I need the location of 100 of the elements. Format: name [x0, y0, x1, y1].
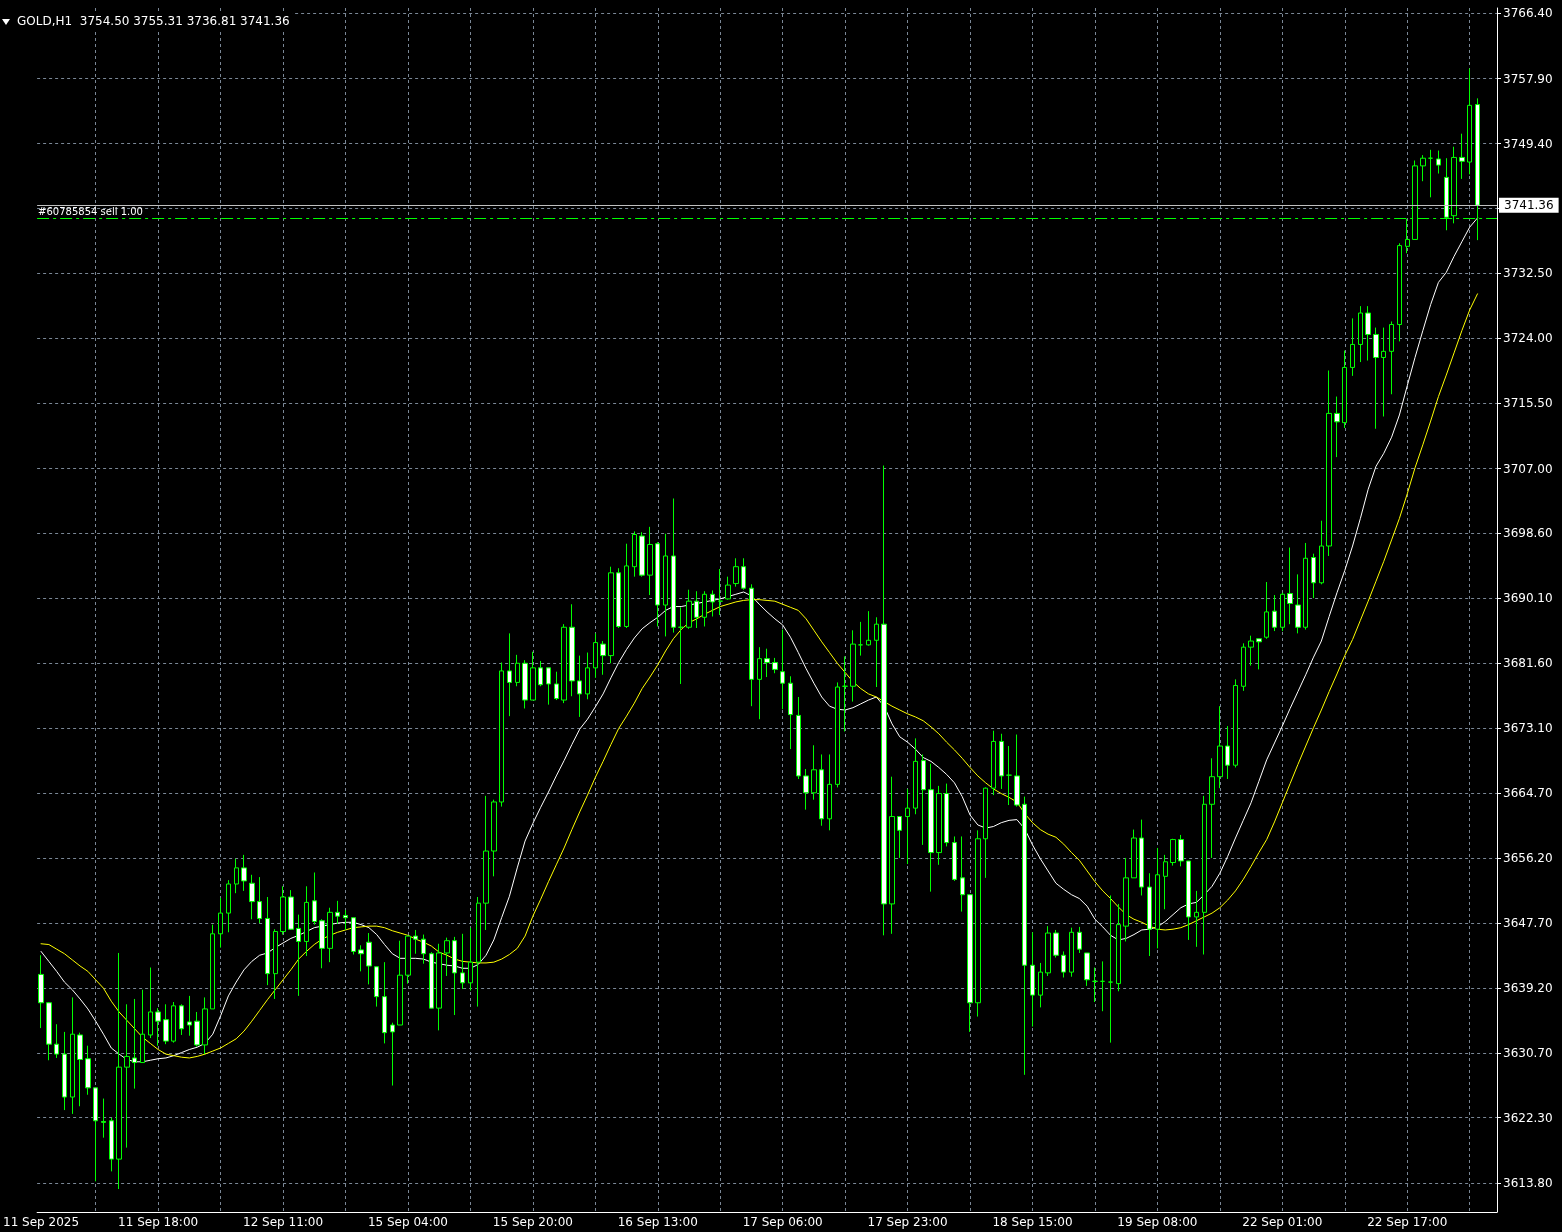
candlestick — [452, 936, 457, 1016]
candlestick — [1248, 635, 1254, 667]
candlestick — [1326, 370, 1332, 557]
y-tick-label: 3656.20 — [1503, 850, 1553, 865]
candlestick — [741, 557, 746, 591]
candlestick — [874, 616, 879, 688]
candlestick — [577, 655, 582, 718]
candlestick — [702, 590, 707, 627]
candlestick — [725, 576, 731, 601]
candlestick — [1381, 327, 1386, 417]
candlestick — [975, 829, 981, 1018]
candlestick — [1256, 638, 1262, 670]
candlestick — [913, 737, 918, 815]
candlestick — [647, 526, 653, 596]
candlestick — [749, 583, 754, 707]
candlestick — [491, 799, 497, 877]
candlestick — [1014, 734, 1020, 808]
candlestick — [436, 943, 442, 1031]
y-tick-label: 3622.30 — [1503, 1110, 1553, 1125]
y-tick-label: 3724.00 — [1503, 331, 1553, 346]
candlestick — [1373, 327, 1379, 430]
candlestick — [304, 885, 309, 957]
candlestick — [93, 1087, 98, 1182]
candlestick — [140, 989, 145, 1064]
candlestick — [881, 465, 887, 936]
candlestick — [257, 876, 262, 924]
candlestick — [202, 996, 208, 1055]
candlestick — [335, 900, 340, 925]
candlestick — [1436, 150, 1441, 175]
candlestick — [1092, 967, 1098, 1003]
candlestick — [1209, 757, 1215, 859]
candlestick — [710, 589, 715, 618]
candlestick — [1295, 573, 1301, 634]
candlestick — [1287, 547, 1293, 625]
candlestick — [280, 885, 286, 936]
candlestick — [1178, 834, 1184, 867]
candlestick — [109, 1117, 114, 1172]
candlestick — [928, 763, 934, 893]
candlestick — [312, 871, 317, 926]
candlestick — [366, 932, 372, 985]
candlestick — [678, 606, 684, 685]
candlestick — [226, 879, 231, 933]
candlestick — [538, 660, 543, 687]
x-tick-label: 17 Sep 06:00 — [742, 1215, 823, 1229]
y-tick-label: 3673.10 — [1503, 721, 1553, 736]
y-tick-label: 3613.80 — [1503, 1175, 1553, 1190]
x-tick-label: 22 Sep 17:00 — [1367, 1215, 1448, 1229]
candlestick — [397, 940, 403, 1026]
candlestick — [780, 629, 785, 710]
candlestick — [858, 621, 863, 657]
candlestick — [413, 929, 418, 955]
candlestick — [835, 681, 840, 788]
candlestick — [967, 894, 973, 1033]
candlestick — [600, 640, 606, 676]
candlestick — [1069, 927, 1074, 978]
candlestick — [686, 589, 692, 630]
candlestick — [210, 924, 215, 1010]
y-tick-label: 3681.60 — [1503, 656, 1553, 671]
candlestick — [616, 567, 621, 629]
candlestick — [1350, 317, 1355, 377]
candlestick — [1038, 962, 1043, 1008]
candlestick — [983, 786, 988, 879]
candlestick — [179, 1003, 184, 1036]
candlestick — [483, 795, 489, 931]
candlestick — [1467, 68, 1472, 175]
candlestick — [390, 1022, 395, 1087]
candlestick — [921, 753, 926, 846]
candlestick — [788, 675, 793, 750]
candlestick — [1084, 952, 1090, 987]
candlestick — [148, 967, 153, 1039]
x-tick-label: 16 Sep 13:00 — [617, 1215, 698, 1229]
y-tick-label: 3749.40 — [1503, 136, 1553, 151]
candlestick — [1116, 903, 1121, 992]
candlestick — [1272, 594, 1277, 632]
candlestick — [1264, 581, 1269, 640]
candlestick — [522, 659, 528, 709]
candlestick — [1186, 860, 1191, 941]
candlestick — [124, 1003, 130, 1149]
candlestick — [897, 816, 902, 859]
y-tick-label: 3707.00 — [1503, 461, 1553, 476]
candlestick — [1319, 520, 1324, 585]
y-tick-label: 3715.50 — [1503, 396, 1553, 411]
candlestick — [655, 541, 660, 627]
candlestick — [46, 1001, 52, 1061]
candlestick — [351, 917, 356, 955]
candlestick — [1420, 154, 1426, 182]
candlestick — [991, 730, 996, 796]
candlestick — [116, 952, 122, 1190]
candlestick — [632, 530, 637, 578]
candlestick — [460, 933, 465, 990]
x-tick-label: 17 Sep 23:00 — [867, 1215, 948, 1229]
candlestick — [1405, 218, 1410, 254]
x-tick-label: 15 Sep 04:00 — [367, 1215, 448, 1229]
x-tick-label: 22 Sep 01:00 — [1242, 1215, 1323, 1229]
candlestick — [234, 858, 239, 894]
candlestick — [960, 835, 965, 913]
candlestick — [694, 590, 699, 629]
candlestick — [374, 966, 379, 1008]
candlestick — [827, 753, 832, 831]
y-tick-label: 3647.70 — [1503, 916, 1553, 931]
